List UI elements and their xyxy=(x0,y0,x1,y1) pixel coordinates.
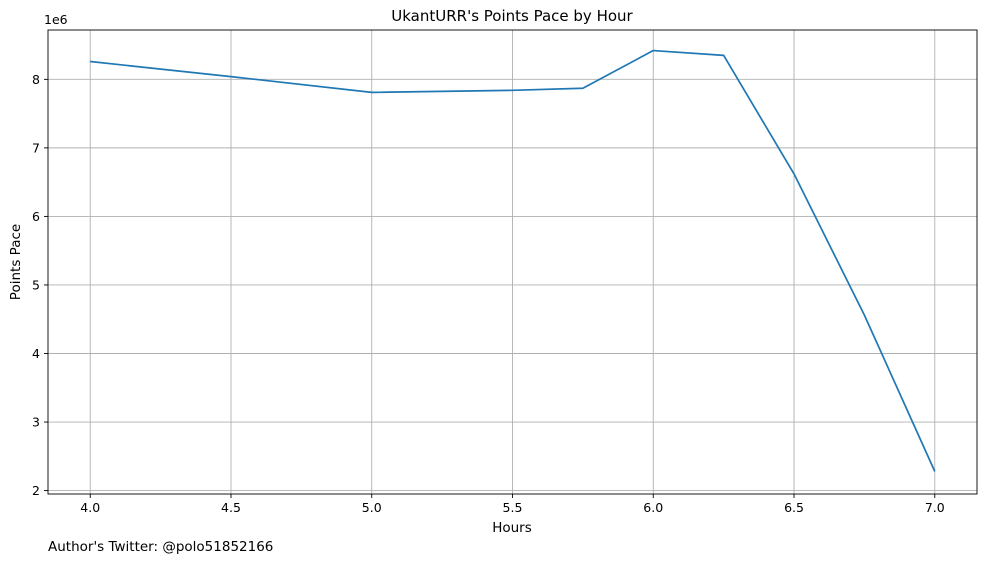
y-axis-ticks: 2 3 4 5 6 7 8 xyxy=(32,72,48,498)
y-tick-label: 8 xyxy=(32,72,40,87)
y-axis-label: Points Pace xyxy=(8,224,24,300)
x-tick-label: 5.5 xyxy=(503,500,523,515)
x-tick-label: 4.0 xyxy=(80,500,100,515)
x-axis-label: Hours xyxy=(492,520,532,536)
x-tick-label: 6.0 xyxy=(643,500,663,515)
author-credit: Author's Twitter: @polo51852166 xyxy=(48,539,273,555)
y-tick-label: 7 xyxy=(32,140,40,155)
series-line-points-pace xyxy=(90,49,936,472)
y-tick-label: 6 xyxy=(32,209,40,224)
y-tick-label: 4 xyxy=(32,346,40,361)
y-tick-label: 5 xyxy=(32,277,40,292)
x-tick-label: 5.0 xyxy=(362,500,382,515)
y-axis-multiplier: 1e6 xyxy=(44,12,68,27)
x-tick-label: 7.0 xyxy=(925,500,945,515)
x-tick-label: 6.5 xyxy=(784,500,804,515)
x-axis-ticks: 4.0 4.5 5.0 5.5 6.0 6.5 7.0 xyxy=(80,494,945,515)
y-tick-label: 3 xyxy=(32,415,40,430)
y-tick-label: 2 xyxy=(32,483,40,498)
chart-title: UkantURR's Points Pace by Hour xyxy=(391,7,633,25)
grid xyxy=(48,30,977,494)
x-tick-label: 4.5 xyxy=(221,500,241,515)
